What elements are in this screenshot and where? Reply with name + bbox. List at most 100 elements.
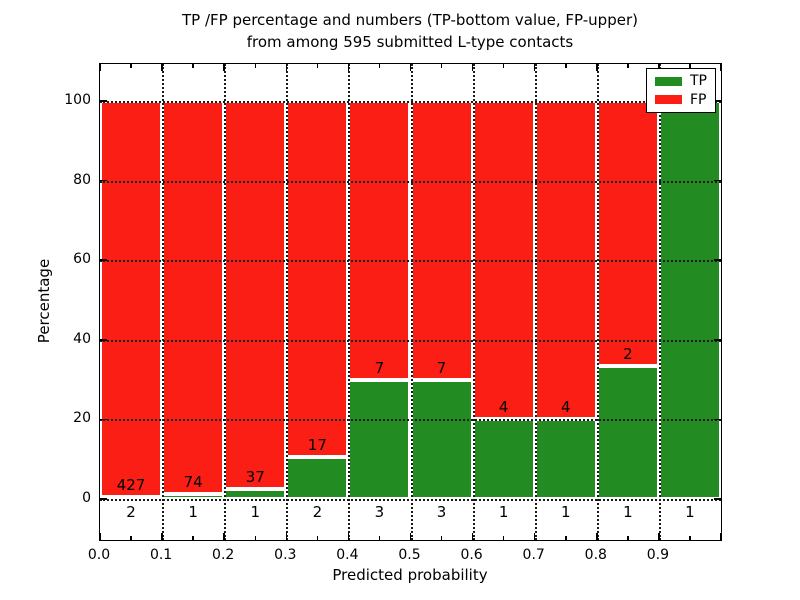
y-major-tick [100,100,107,102]
y-major-tick [714,498,721,500]
x-minor-tick [502,64,505,68]
gridline-vertical [596,64,599,540]
x-major-tick [533,533,536,540]
x-tick-label: 0.0 [87,547,111,563]
x-major-tick [596,533,598,540]
x-minor-tick [689,536,691,540]
x-minor-tick [316,64,319,68]
bar-label-tp: 2 [312,503,323,521]
bar-label-fp: 427 [116,476,146,495]
bar-segment-tp [286,457,349,499]
x-major-tick [720,533,722,540]
x-minor-tick [316,536,319,540]
x-minor-tick [440,64,443,68]
bar-segment-fp [472,101,535,420]
x-major-tick [223,64,225,71]
x-tick-label: 0.9 [646,547,670,563]
x-tick-label: 0.1 [149,547,173,563]
y-major-tick [100,498,107,500]
bar-label-tp: 1 [623,503,633,521]
x-major-tick [409,533,412,540]
y-major-tick [100,339,107,341]
x-minor-tick [254,64,256,68]
gridline-vertical [472,64,475,540]
x-tick-label: 0.2 [212,547,235,563]
x-tick-label: 0.7 [522,547,545,563]
x-minor-tick [378,536,381,540]
y-tick-label: 20 [73,410,91,427]
x-major-tick [285,64,288,71]
x-tick-label: 0.6 [460,547,483,563]
x-minor-tick [502,536,505,540]
x-major-tick [596,64,598,71]
y-major-tick [714,259,721,261]
x-axis-label: Predicted probability [332,566,488,584]
x-minor-tick [130,536,132,540]
legend: TP FP [646,68,716,113]
x-major-tick [161,64,163,71]
x-minor-tick [378,64,381,68]
x-minor-tick [565,64,567,68]
x-minor-tick [130,64,132,68]
bar-segment-fp [286,101,349,458]
bar-segment-tp [224,488,287,499]
x-major-tick [533,64,536,71]
bar-segment-fp [224,101,287,489]
bar-label-fp: 4 [560,398,571,417]
gridline-vertical [348,64,351,540]
x-major-tick [161,533,163,540]
x-major-tick [223,533,225,540]
gridline-vertical [534,64,537,540]
x-minor-tick [627,536,629,540]
legend-item-fp: FP [655,92,707,108]
x-tick-label: 0.5 [398,547,421,563]
legend-label: TP [690,73,707,90]
x-major-tick [99,533,101,540]
x-tick-label: 0.3 [274,547,297,563]
bar-segment-fp [100,101,163,498]
bar-label-tp: 1 [685,503,695,521]
y-tick-label: 40 [73,330,91,347]
bar-label-tp: 3 [374,503,385,521]
x-major-tick [658,64,660,71]
bar-label-tp: 3 [436,503,447,521]
bar-segment-fp [162,101,225,494]
bar-label-tp: 1 [188,503,198,521]
y-major-tick [100,259,107,261]
bar-segment-tp [596,366,659,499]
x-tick-label: 0.4 [336,547,359,563]
y-tick-label: 100 [64,92,91,108]
x-major-tick [99,64,101,71]
chart-title: TP /FP percentage and numbers (TP-bottom… [20,9,800,53]
bar-label-fp: 4 [498,398,509,417]
x-major-tick [658,533,660,540]
x-major-tick [471,64,474,71]
bar-label-fp: 2 [623,345,633,364]
gridline-vertical [410,64,413,540]
x-tick-label: 0.8 [584,547,607,563]
x-major-tick [471,533,474,540]
bar-label-fp: 17 [307,436,327,455]
plot-area: 427 2 74 1 37 1 17 2 7 3 7 3 4 1 4 1 2 1 1 [99,63,722,541]
chart-title-line1: TP /FP percentage and numbers (TP-bottom… [182,11,638,29]
y-major-tick [714,339,721,341]
y-major-tick [100,418,107,421]
bar-segment-fp [348,101,411,380]
bar-segment-fp [596,101,659,367]
bar-segment-tp [348,379,411,499]
fp-swatch-icon [655,95,682,105]
bar-segment-tp [410,379,473,499]
bar-segment-fp [534,101,597,420]
x-minor-tick [254,536,256,540]
x-minor-tick [565,536,567,540]
chart-title-line2: from among 595 submitted L-type contacts [246,33,574,51]
bar-segment-tp [658,101,721,499]
gridline-vertical [658,64,661,540]
bar-label-fp: 7 [374,358,385,377]
bar-label-tp: 2 [126,503,136,521]
bar-segment-tp [472,419,535,499]
y-major-tick [714,179,721,182]
x-minor-tick [689,64,691,68]
x-major-tick [285,533,288,540]
